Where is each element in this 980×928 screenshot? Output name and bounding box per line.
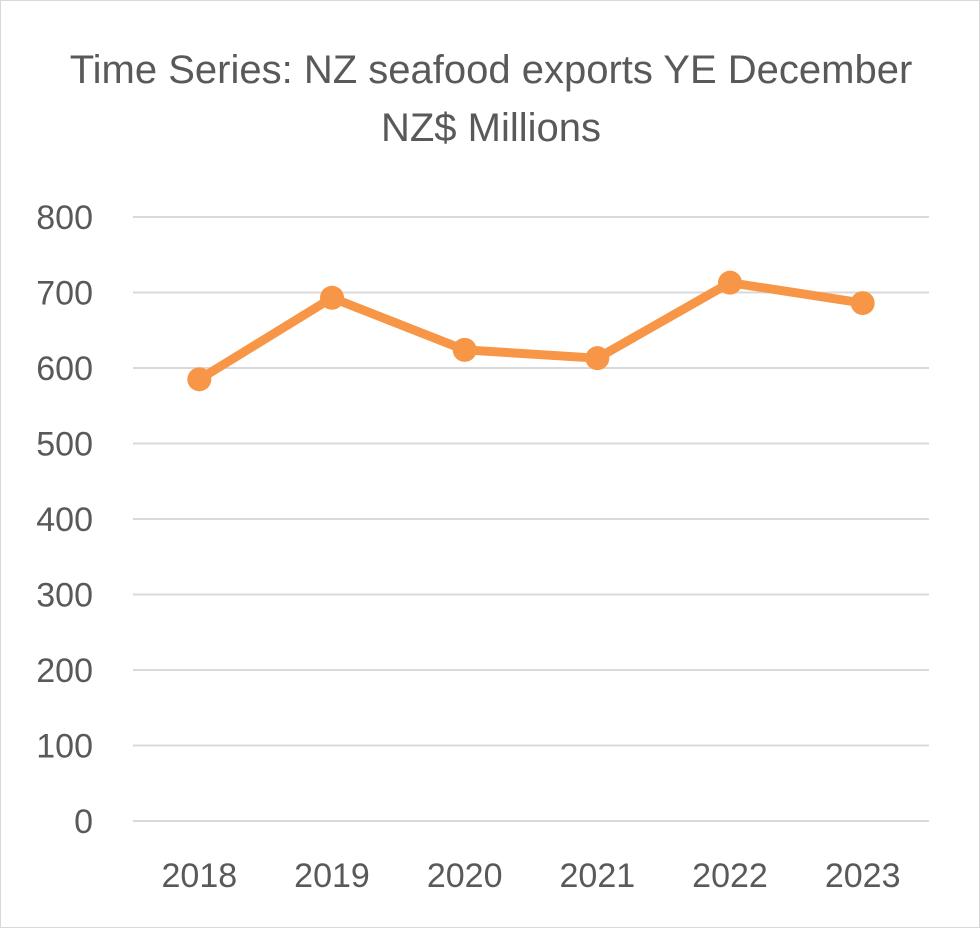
y-tick-label: 400 <box>36 501 93 539</box>
y-tick-label: 500 <box>36 426 93 464</box>
x-tick-label: 2020 <box>427 857 503 895</box>
data-point-2023 <box>850 291 875 316</box>
gridlines <box>133 216 929 822</box>
y-tick-label: 300 <box>36 577 93 615</box>
x-tick-label: 2023 <box>825 857 901 895</box>
y-tick-label: 100 <box>36 728 93 766</box>
series-line <box>194 278 868 384</box>
data-point-2019 <box>320 285 344 310</box>
data-point-2020 <box>452 337 477 362</box>
chart-title: Time Series: NZ seafood exports YE Decem… <box>69 48 913 150</box>
x-tick-label: 2022 <box>692 857 768 895</box>
y-tick-label: 700 <box>36 275 93 313</box>
x-tick-label: 2019 <box>294 857 370 895</box>
data-point-2021 <box>585 346 610 371</box>
x-tick-label: 2021 <box>560 857 636 895</box>
data-point-2022 <box>718 270 742 295</box>
y-tick-label: 600 <box>36 350 93 388</box>
series-layer <box>187 270 875 392</box>
y-tick-label: 200 <box>36 652 93 690</box>
x-axis-ticks: 2018 2019 2020 2021 2022 2023 <box>162 857 901 895</box>
data-point-2018 <box>187 367 212 392</box>
x-tick-label: 2018 <box>162 857 238 895</box>
y-tick-label: 0 <box>74 803 93 841</box>
y-axis-ticks: 0 100 200 300 400 500 600 700 800 <box>36 199 93 841</box>
y-tick-label: 800 <box>36 199 93 237</box>
